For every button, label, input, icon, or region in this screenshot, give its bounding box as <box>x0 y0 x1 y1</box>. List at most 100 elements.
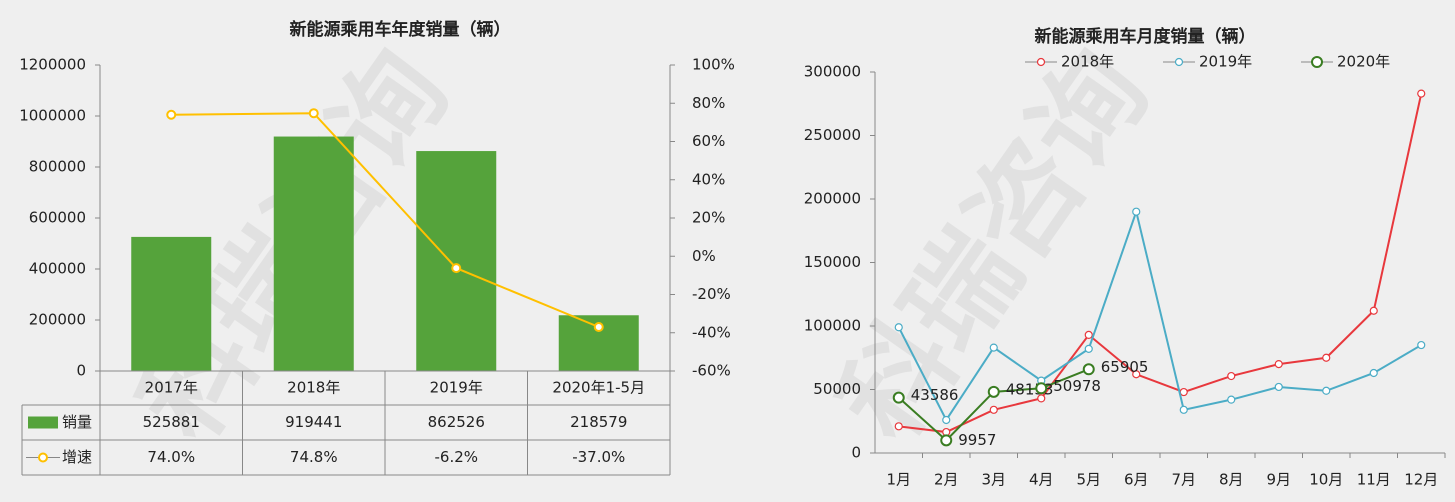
x-tick-label: 2月 <box>934 471 959 489</box>
legend-swatch <box>28 416 58 429</box>
x-tick-label: 2018年 <box>287 379 340 397</box>
legend-label: 2020年 <box>1337 53 1390 71</box>
line-point <box>1322 386 1331 395</box>
y-tick-label: 300000 <box>804 63 861 81</box>
line-point <box>987 385 1000 398</box>
line-point <box>1274 360 1283 369</box>
y-tick-label: 200000 <box>29 311 86 329</box>
legend-label: 2019年 <box>1199 53 1252 71</box>
x-tick-label: 2019年 <box>430 379 483 397</box>
line-point <box>1082 363 1095 376</box>
y-tick-label: 250000 <box>804 126 861 144</box>
bar <box>131 236 212 371</box>
table-cell: -37.0% <box>572 448 625 466</box>
y2-tick-label: -20% <box>692 285 731 303</box>
x-tick-label: 11月 <box>1357 471 1391 489</box>
y-tick-label: 0 <box>76 362 86 380</box>
bar <box>416 151 497 371</box>
line <box>898 93 1423 434</box>
y2-tick-label: 0% <box>692 247 716 265</box>
x-tick-label: 2020年1-5月 <box>552 379 645 397</box>
x-tick-label: 6月 <box>1124 471 1149 489</box>
line-point <box>1084 344 1093 353</box>
x-tick-label: 4月 <box>1029 471 1054 489</box>
table-cell: 74.8% <box>290 448 338 466</box>
y-tick-label: 400000 <box>29 260 86 278</box>
line-point <box>1179 405 1188 414</box>
line-point <box>989 343 998 352</box>
y-tick-label: 800000 <box>29 158 86 176</box>
table-cell: 525881 <box>143 413 200 431</box>
y2-tick-label: 40% <box>692 170 725 188</box>
line-point <box>1417 89 1426 98</box>
line <box>897 208 1422 422</box>
x-tick-label: 3月 <box>981 471 1006 489</box>
data-label: 43586 <box>911 386 959 404</box>
line-point <box>166 109 177 120</box>
y2-tick-label: 20% <box>692 209 725 227</box>
legend-marker <box>1036 57 1046 67</box>
line-point <box>1227 395 1236 404</box>
line-point <box>892 391 905 404</box>
line-point <box>1369 368 1378 378</box>
x-tick-label: 5月 <box>1076 471 1101 489</box>
y2-tick-label: 80% <box>692 94 725 112</box>
line <box>171 112 600 328</box>
y2-tick-label: -40% <box>692 323 731 341</box>
data-label: 9957 <box>958 431 996 449</box>
x-tick-label: 12月 <box>1404 471 1438 489</box>
line-point <box>894 422 903 431</box>
y-tick-label: 100000 <box>804 317 861 335</box>
y-tick-label: 0 <box>851 444 861 462</box>
x-tick-label: 2017年 <box>145 379 198 397</box>
bar <box>273 136 354 371</box>
x-tick-label: 10月 <box>1309 471 1343 489</box>
line-point <box>1322 353 1331 362</box>
data-label: 65905 <box>1101 358 1149 376</box>
y-tick-label: 1000000 <box>19 107 86 125</box>
table-cell: 862526 <box>428 413 485 431</box>
line-point <box>1035 382 1048 395</box>
y2-tick-label: 100% <box>692 56 735 74</box>
legend-marker <box>38 452 48 463</box>
x-tick-label: 8月 <box>1219 471 1244 489</box>
line-point <box>1369 306 1378 315</box>
line-point <box>308 108 319 119</box>
line-point <box>1037 394 1046 403</box>
table-cell: -6.2% <box>434 448 478 466</box>
line-point <box>1084 330 1093 339</box>
line-point <box>940 434 953 447</box>
legend-label: 增速 <box>62 448 92 466</box>
table-cell: 218579 <box>570 413 627 431</box>
line-point <box>1417 340 1426 350</box>
line-point <box>1132 207 1141 216</box>
legend-label: 2018年 <box>1061 53 1114 71</box>
line-point <box>989 405 998 414</box>
x-tick-label: 9月 <box>1266 471 1291 489</box>
line-point <box>894 323 903 332</box>
line-point <box>1227 371 1236 381</box>
table-cell: 74.0% <box>147 448 195 466</box>
line-point <box>593 322 604 333</box>
line-point <box>1132 370 1141 379</box>
legend-marker <box>1311 56 1323 68</box>
line-point <box>451 263 462 274</box>
y-tick-label: 50000 <box>813 380 861 398</box>
line-point <box>942 415 951 425</box>
y2-tick-label: -60% <box>692 362 731 380</box>
line-point <box>1179 387 1188 397</box>
chart-title: 新能源乘用车月度销量（辆） <box>1035 26 1256 47</box>
y-tick-label: 200000 <box>804 190 861 208</box>
chart-title: 新能源乘用车年度销量（辆） <box>290 19 511 40</box>
legend-label: 销量 <box>62 413 92 431</box>
y-tick-label: 1200000 <box>19 56 86 74</box>
x-tick-label: 1月 <box>886 471 911 489</box>
y-tick-label: 600000 <box>29 209 86 227</box>
legend-marker <box>1174 57 1184 67</box>
line-point <box>1274 382 1283 392</box>
y-tick-label: 150000 <box>804 253 861 271</box>
y2-tick-label: 60% <box>692 132 725 150</box>
x-tick-label: 7月 <box>1171 471 1196 489</box>
table-cell: 919441 <box>285 413 342 431</box>
